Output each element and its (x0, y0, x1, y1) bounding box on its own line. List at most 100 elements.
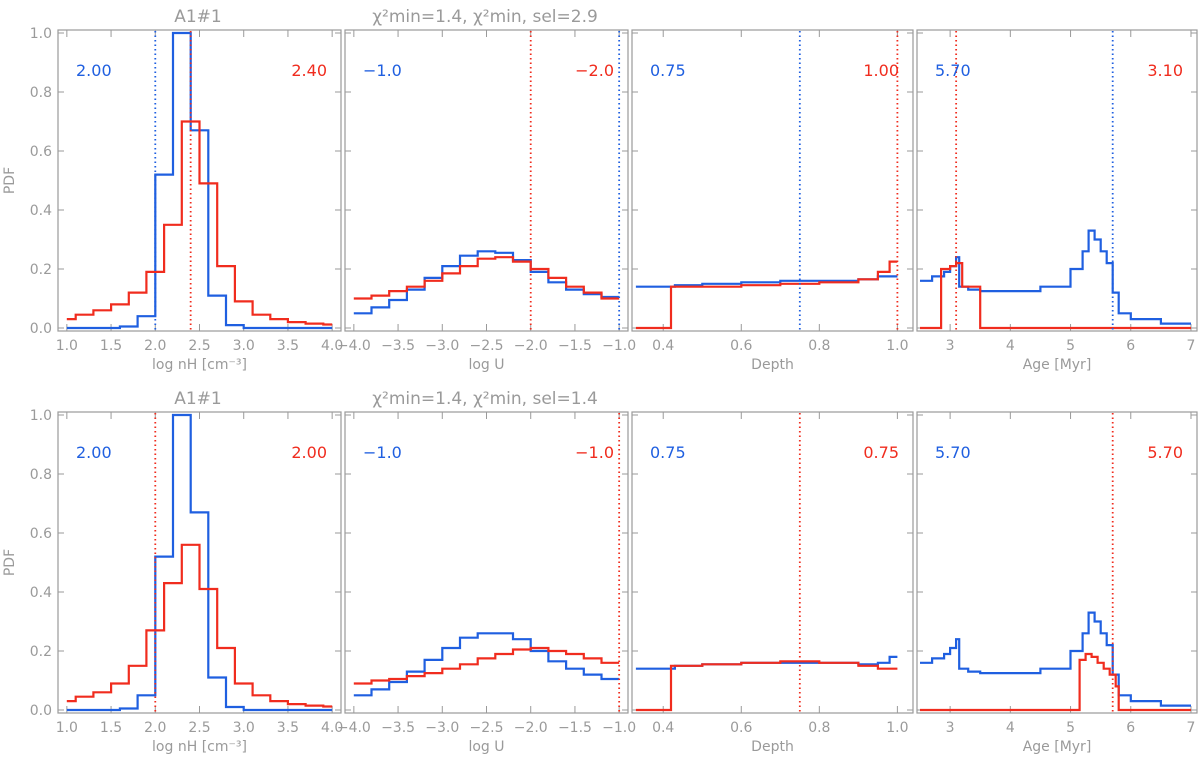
annotation-red: 3.10 (1147, 61, 1183, 80)
x-tick-label: 3 (946, 338, 955, 354)
series-red-step-line (353, 646, 620, 685)
x-tick-label: 7 (1187, 338, 1196, 354)
x-tick-label: −4.0 (337, 720, 371, 736)
y-tick-label: 0.0 (30, 321, 52, 337)
x-tick-label: 3.0 (233, 720, 255, 736)
panel-frame (631, 411, 914, 714)
x-tick-label: −1.0 (602, 720, 636, 736)
y-tick-label: 0.8 (30, 85, 52, 101)
annotation-red: −2.0 (575, 61, 614, 80)
x-axis-label: Age [Myr] (1023, 357, 1092, 373)
x-tick-label: 0.4 (652, 720, 674, 736)
y-tick-label: 0.6 (30, 526, 52, 542)
x-axis-label: log U (468, 357, 504, 373)
x-tick-label: 3.5 (277, 338, 299, 354)
x-tick-label: 3.5 (277, 720, 299, 736)
x-tick-label: 1.5 (100, 338, 122, 354)
y-tick-label: 0.2 (30, 644, 52, 660)
x-axis-label: log nH [cm⁻³] (152, 739, 247, 755)
panel-r1-c1: 1.0 1.5 2.0 2.5 3.0 3.5 4.0 log nH [cm⁻³] 2.00 2.… (56, 29, 343, 373)
x-tick-label: −3.0 (425, 720, 459, 736)
x-tick-label: 6 (1126, 338, 1135, 354)
annotation-blue: 0.75 (650, 443, 686, 462)
x-tick-label: −3.0 (425, 338, 459, 354)
annotation-blue: 2.00 (76, 61, 112, 80)
x-tick-label: 2.0 (144, 720, 166, 736)
annotation-red: 1.00 (863, 61, 899, 80)
x-tick-label: 4 (1006, 338, 1015, 354)
x-axis-label: Depth (751, 357, 794, 373)
panel-r1-c3: 0.4 0.6 0.8 1.0 Depth 0.75 1.00 (631, 29, 914, 373)
x-tick-label: −1.5 (558, 338, 592, 354)
series-blue-step-line (353, 250, 620, 315)
x-tick-label: 0.6 (730, 338, 752, 354)
x-tick-label: 4.0 (321, 720, 343, 736)
annotation-blue: 2.00 (76, 443, 112, 462)
panel-frame (631, 29, 914, 332)
annotation-blue: −1.0 (363, 61, 402, 80)
series-red-step-line (635, 260, 898, 330)
x-tick-label: −1.5 (558, 720, 592, 736)
y-tick-label: 1.0 (30, 26, 52, 42)
series-red-step-line (635, 660, 898, 712)
series-red-step-line (66, 543, 333, 708)
panel-r1-c4: 3 4 5 6 7 Age [Myr] 5.70 3.10 (916, 29, 1198, 373)
x-tick-label: −2.5 (470, 338, 504, 354)
annotation-red: 0.75 (863, 443, 899, 462)
x-tick-label: 0.8 (808, 338, 830, 354)
x-axis-label: log U (468, 739, 504, 755)
panel-r2-c1: 1.0 1.5 2.0 2.5 3.0 3.5 4.0 log nH [cm⁻³] 2.00 2.… (56, 411, 343, 755)
y-tick-label: 0.8 (30, 467, 52, 483)
x-tick-label: 6 (1126, 720, 1135, 736)
x-tick-label: −4.0 (337, 338, 371, 354)
x-tick-label: 1.0 (56, 338, 78, 354)
y-tick-label: 0.4 (30, 585, 52, 601)
x-tick-label: 4 (1006, 720, 1015, 736)
x-tick-label: 1.0 (886, 720, 908, 736)
x-tick-label: 0.4 (652, 338, 674, 354)
x-tick-label: 1.5 (100, 720, 122, 736)
panel-r2-c3: 0.4 0.6 0.8 1.0 Depth 0.75 0.75 (631, 411, 914, 755)
x-axis-label: Age [Myr] (1023, 739, 1092, 755)
x-tick-label: 2.0 (144, 338, 166, 354)
x-axis-label: Depth (751, 739, 794, 755)
series-red-step-line (353, 256, 620, 300)
x-tick-label: 3.0 (233, 338, 255, 354)
x-tick-label: 7 (1187, 720, 1196, 736)
x-tick-label: 0.6 (730, 720, 752, 736)
x-tick-label: −2.0 (514, 720, 548, 736)
y-tick-label: 0.4 (30, 203, 52, 219)
annotation-blue: 0.75 (650, 61, 686, 80)
row-title-name: A1#1 (174, 389, 222, 409)
series-blue-step-line (920, 229, 1191, 325)
panel-frame (916, 411, 1198, 714)
x-tick-label: −1.0 (602, 338, 636, 354)
plot-layer: PDF0.00.20.40.60.81.0PDF0.00.20.40.60.81… (2, 7, 1198, 755)
row-title-chi2: χ²min=1.4, χ²min, sel=2.9 (372, 7, 598, 27)
annotation-blue: −1.0 (363, 443, 402, 462)
annotation-blue: 5.70 (935, 443, 971, 462)
x-tick-label: 3 (946, 720, 955, 736)
series-red-step-line (66, 120, 333, 326)
x-tick-label: −2.0 (514, 338, 548, 354)
x-tick-label: 0.8 (808, 720, 830, 736)
annotation-red: 5.70 (1147, 443, 1183, 462)
annotation-red: −1.0 (575, 443, 614, 462)
x-axis-label: log nH [cm⁻³] (152, 357, 247, 373)
x-tick-label: 2.5 (188, 720, 210, 736)
series-red-step-line (920, 652, 1191, 712)
x-tick-label: 1.0 (56, 720, 78, 736)
y-tick-label: 0.2 (30, 262, 52, 278)
series-blue-step-line (920, 611, 1191, 707)
x-tick-label: −3.5 (381, 338, 415, 354)
annotation-red: 2.40 (291, 61, 327, 80)
y-tick-label: 0.0 (30, 703, 52, 719)
series-blue-step-line (353, 632, 620, 697)
panel-frame (916, 29, 1198, 332)
y-tick-label: 1.0 (30, 408, 52, 424)
x-tick-label: 5 (1066, 720, 1075, 736)
annotation-red: 2.00 (291, 443, 327, 462)
x-tick-label: −2.5 (470, 720, 504, 736)
row-title-name: A1#1 (174, 7, 222, 27)
